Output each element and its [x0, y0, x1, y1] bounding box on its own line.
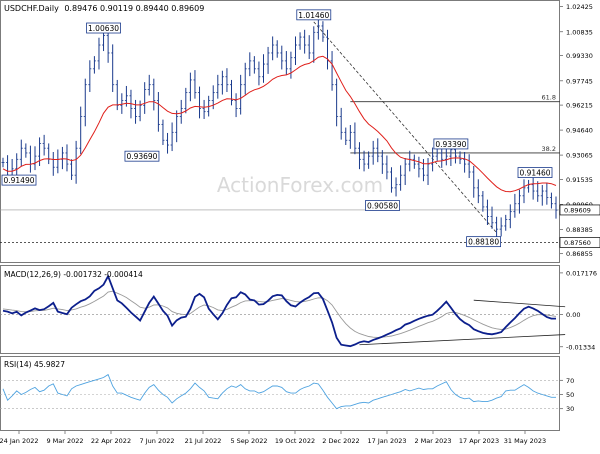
x-tick-label: 2 Mar 2023 [414, 437, 451, 445]
x-tick-label: 5 Sep 2022 [230, 437, 267, 445]
price-annotation-box [124, 150, 160, 162]
x-tick-label: 17 Apr 2023 [459, 437, 499, 445]
macd-trendline [359, 334, 566, 346]
price-annotation-box [296, 9, 332, 21]
price-y-tick-label: 1.00835 [566, 28, 593, 36]
macd-line [2, 274, 556, 348]
price-layer: 61.8 38.2 1.00630 0.93690 1.01460 0.93390 0.90… [0, 9, 560, 248]
price-y-tick-label: 0.88385 [566, 226, 593, 234]
x-tick-label: 31 May 2023 [504, 437, 546, 445]
fib-label: 38.2 [542, 145, 556, 153]
macd-y-tick-label: -0.01334 [566, 343, 595, 351]
x-tick-label: 22 Apr 2022 [91, 437, 131, 445]
rsi-layer [0, 373, 560, 410]
current-price-box [559, 204, 600, 216]
x-tick-label: 19 Oct 2022 [275, 437, 315, 445]
support-box [559, 237, 600, 248]
price-panel [0, 0, 560, 263]
rsi-y-tick-label: 50 [566, 391, 574, 399]
price-annotation-label: 0.91460 [520, 169, 551, 178]
price-y-tick-label: 0.97745 [566, 77, 593, 85]
price-y-tick-label: 0.93065 [566, 152, 593, 160]
price-annotation-box [86, 22, 121, 34]
moving-average-line [2, 55, 557, 193]
rsi-line [2, 373, 556, 410]
price-annotation-label: 0.93390 [435, 140, 466, 149]
price-annotation-box [1, 174, 37, 186]
price-y-tick-label: 0.91535 [566, 176, 593, 184]
price-trendline [313, 21, 497, 233]
price-annotation-box [433, 138, 469, 150]
price-annotation-label: 1.01460 [298, 11, 329, 20]
price-y-tick-label: 0.94640 [566, 127, 593, 135]
macd-trendline [473, 299, 566, 308]
current-price-label: 0.89609 [564, 206, 591, 214]
macd-y-tick-label: 0.017176 [566, 269, 597, 277]
price-y-tick-label: 1.02425 [566, 3, 593, 11]
rsi-panel [0, 356, 560, 431]
price-y-tick-label: 0.86855 [566, 250, 593, 258]
price-annotation-label: 0.90580 [367, 202, 398, 211]
macd-signal-line [2, 290, 557, 338]
price-annotation-box [466, 236, 501, 248]
price-y-tick-label: 0.96215 [566, 102, 593, 110]
watermark: ActionForex.com [217, 173, 383, 197]
x-tick-label: 24 Jan 2022 [0, 437, 38, 445]
x-tick-label: 17 Jan 2023 [368, 437, 407, 445]
rsi-label: RSI(14) 45.9827 [4, 360, 65, 369]
ohlc-values: 0.89476 0.90119 0.89440 0.89609 [64, 4, 204, 13]
axis-layer: 1.02425 1.00835 0.99330 0.97745 0.96215 0.946… [0, 3, 600, 445]
x-tick-label: 21 Jul 2022 [185, 437, 222, 445]
price-annotation-label: 0.91490 [3, 176, 34, 185]
macd-panel [0, 265, 560, 354]
fib-label: 61.8 [542, 94, 556, 102]
macd-layer [0, 274, 566, 348]
support-label: 0.87560 [564, 239, 591, 247]
x-tick-label: 2 Dec 2022 [322, 437, 359, 445]
price-annotation-box [517, 167, 553, 178]
price-y-tick-label: 0.99330 [566, 52, 593, 60]
symbol-title: USDCHF.Daily [4, 4, 59, 13]
x-tick-label: 7 Jun 2022 [140, 437, 175, 445]
macd-label: MACD(12,26,9) -0.001732 -0.000414 [4, 270, 143, 279]
rsi-y-tick-label: 30 [566, 405, 574, 413]
price-annotation-label: 0.88180 [468, 238, 499, 247]
macd-y-tick-label: 0.00 [566, 311, 580, 319]
rsi-y-tick-label: 70 [566, 377, 574, 385]
price-annotation-label: 0.93690 [126, 152, 157, 161]
x-tick-label: 9 Mar 2022 [46, 437, 83, 445]
chart-title: USDCHF.Daily 0.89476 0.90119 0.89440 0.8… [4, 4, 204, 13]
price-annotation-box [365, 200, 400, 211]
price-annotation-label: 1.00630 [88, 24, 119, 33]
